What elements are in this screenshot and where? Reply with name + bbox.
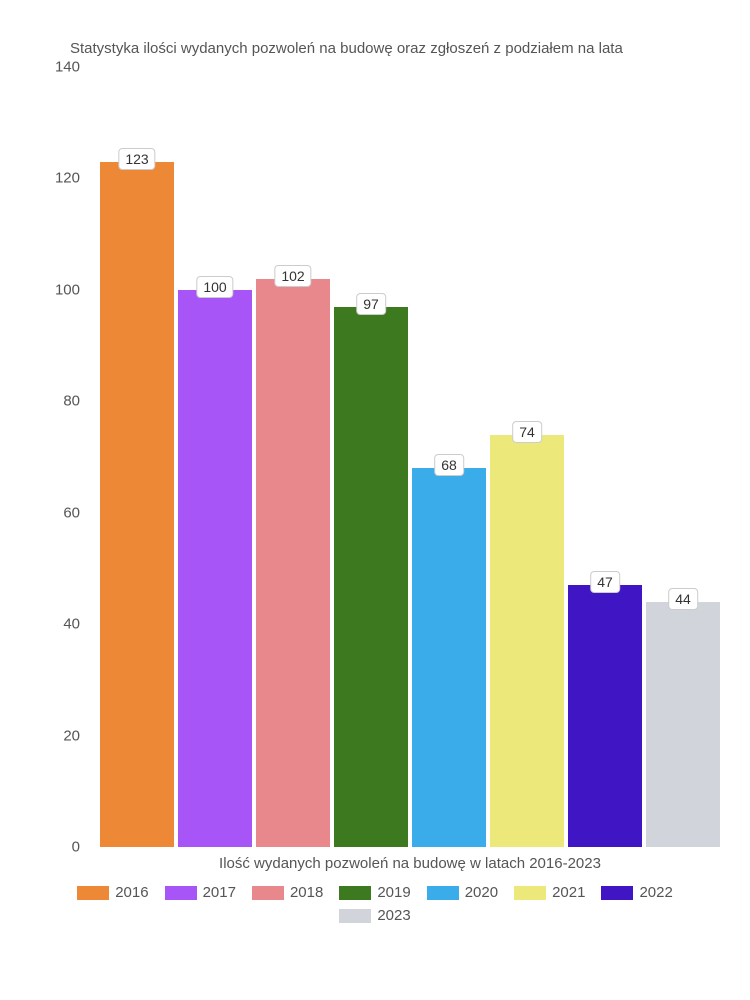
legend-item-2016: 2016: [77, 884, 148, 901]
bar: 102: [256, 279, 330, 847]
legend-label: 2020: [465, 884, 498, 901]
bar: 47: [568, 585, 642, 847]
y-axis: 020406080100120140: [30, 67, 90, 847]
y-tick: 60: [30, 504, 80, 521]
bar-2022: 47: [568, 67, 642, 847]
bar-value-label: 123: [118, 148, 155, 170]
bar-2019: 97: [334, 67, 408, 847]
legend-item-2018: 2018: [252, 884, 323, 901]
bar: 74: [490, 435, 564, 847]
bar-2021: 74: [490, 67, 564, 847]
bar-2023: 44: [646, 67, 720, 847]
legend-label: 2022: [639, 884, 672, 901]
y-tick: 140: [30, 59, 80, 76]
x-axis-label: Ilość wydanych pozwoleń na budowę w lata…: [100, 855, 720, 872]
legend-swatch: [514, 886, 546, 900]
bar-value-label: 68: [434, 454, 464, 476]
y-tick: 120: [30, 170, 80, 187]
chart-container: Statystyka ilości wydanych pozwoleń na b…: [0, 0, 750, 1000]
legend: 2016 2017 2018 2019 2020 2021 2022 2023: [30, 884, 720, 924]
y-tick: 80: [30, 393, 80, 410]
legend-swatch: [339, 886, 371, 900]
legend-swatch: [165, 886, 197, 900]
bars-area: 1231001029768744744: [100, 67, 720, 847]
legend-item-2019: 2019: [339, 884, 410, 901]
bar-value-label: 47: [590, 571, 620, 593]
legend-label: 2017: [203, 884, 236, 901]
legend-label: 2016: [115, 884, 148, 901]
legend-item-2022: 2022: [601, 884, 672, 901]
legend-swatch: [601, 886, 633, 900]
y-tick: 100: [30, 281, 80, 298]
bar: 68: [412, 468, 486, 847]
legend-item-2020: 2020: [427, 884, 498, 901]
y-tick: 20: [30, 727, 80, 744]
bar-value-label: 44: [668, 588, 698, 610]
bar-value-label: 74: [512, 421, 542, 443]
legend-item-2021: 2021: [514, 884, 585, 901]
bar: 123: [100, 162, 174, 847]
chart-title: Statystyka ilości wydanych pozwoleń na b…: [30, 40, 720, 57]
bar: 97: [334, 307, 408, 847]
legend-swatch: [77, 886, 109, 900]
bar-2016: 123: [100, 67, 174, 847]
bar-value-label: 100: [196, 276, 233, 298]
bar: 100: [178, 290, 252, 847]
plot-area: 020406080100120140 1231001029768744744: [30, 67, 720, 847]
legend-item-2017: 2017: [165, 884, 236, 901]
bar: 44: [646, 602, 720, 847]
bar-2017: 100: [178, 67, 252, 847]
legend-label: 2021: [552, 884, 585, 901]
bar-2018: 102: [256, 67, 330, 847]
bar-value-label: 102: [274, 265, 311, 287]
legend-label: 2018: [290, 884, 323, 901]
bar-2020: 68: [412, 67, 486, 847]
y-tick: 40: [30, 616, 80, 633]
bar-value-label: 97: [356, 293, 386, 315]
y-tick: 0: [30, 839, 80, 856]
legend-swatch: [427, 886, 459, 900]
legend-label: 2023: [377, 907, 410, 924]
legend-swatch: [339, 909, 371, 923]
legend-swatch: [252, 886, 284, 900]
legend-label: 2019: [377, 884, 410, 901]
legend-item-2023: 2023: [339, 907, 410, 924]
